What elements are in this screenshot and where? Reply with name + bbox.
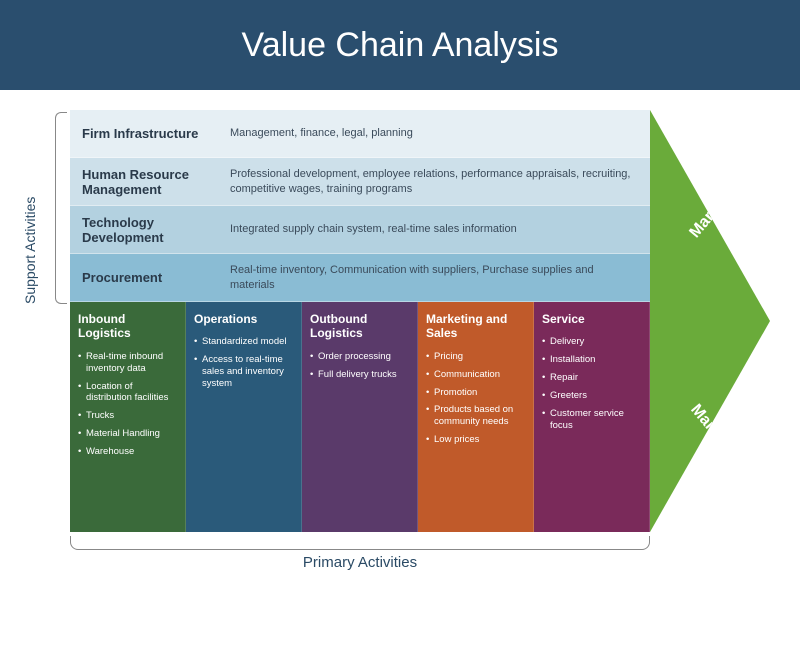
list-item: Warehouse (78, 446, 177, 458)
list-item: Delivery (542, 336, 641, 348)
support-row-label: Technology Development (82, 215, 222, 245)
support-row-3: ProcurementReal-time inventory, Communic… (70, 254, 650, 302)
support-row-label: Procurement (82, 270, 222, 285)
support-row-label: Firm Infrastructure (82, 126, 222, 141)
list-item: Customer service focus (542, 408, 641, 432)
primary-col-title: Marketing and Sales (426, 312, 525, 341)
list-item: Location of distribution facilities (78, 381, 177, 405)
primary-col-2: Outbound Logistics Order processing Full d… (302, 302, 418, 532)
support-activities-label: Support Activities (22, 197, 38, 304)
list-item: Promotion (426, 387, 525, 399)
margin-arrow-bottom: Margin (650, 321, 770, 532)
primary-col-list: Real-time inbound inventory data Location… (78, 351, 177, 458)
list-item: Full delivery trucks (310, 369, 409, 381)
primary-col-list: Pricing Communication Promotion Products ba… (426, 351, 525, 446)
list-item: Low prices (426, 434, 525, 446)
list-item: Standardized model (194, 336, 293, 348)
support-row-desc: Real-time inventory, Communication with … (222, 263, 638, 292)
primary-col-title: Service (542, 312, 641, 326)
margin-label-top: Margin (686, 190, 734, 242)
support-row-desc: Professional development, employee relat… (222, 167, 638, 196)
support-row-desc: Integrated supply chain system, real-tim… (222, 222, 517, 236)
primary-col-list: Delivery Installation Repair Greeters Custom… (542, 336, 641, 431)
list-item: Pricing (426, 351, 525, 363)
margin-label-bottom: Margin (686, 401, 734, 453)
primary-col-0: Inbound Logistics Real-time inbound inven… (70, 302, 186, 532)
margin-arrow-top: Margin (650, 110, 770, 321)
diagram-area: Support Activities Firm InfrastructureMa… (0, 90, 800, 532)
title-header: Value Chain Analysis (0, 0, 800, 90)
list-item: Repair (542, 372, 641, 384)
page-title: Value Chain Analysis (242, 26, 559, 65)
primary-col-4: Service Delivery Installation Repair Greeter… (534, 302, 650, 532)
list-item: Communication (426, 369, 525, 381)
value-chain: Firm InfrastructureManagement, finance, … (70, 110, 750, 532)
primary-bracket (70, 536, 650, 550)
support-bracket (55, 112, 67, 304)
support-row-label: Human Resource Management (82, 167, 222, 197)
list-item: Real-time inbound inventory data (78, 351, 177, 375)
list-item: Greeters (542, 390, 641, 402)
list-item: Material Handling (78, 428, 177, 440)
list-item: Products based on community needs (426, 404, 525, 428)
support-row-0: Firm InfrastructureManagement, finance, … (70, 110, 650, 158)
support-activities: Firm InfrastructureManagement, finance, … (70, 110, 650, 302)
margin-arrow: Margin Margin (650, 110, 770, 532)
list-item: Order processing (310, 351, 409, 363)
primary-col-list: Standardized model Access to real-time sa… (194, 336, 293, 390)
primary-col-list: Order processing Full delivery trucks (310, 351, 409, 381)
primary-col-title: Operations (194, 312, 293, 326)
primary-col-1: Operations Standardized model Access to re… (186, 302, 302, 532)
primary-col-title: Outbound Logistics (310, 312, 409, 341)
support-row-desc: Management, finance, legal, planning (222, 126, 413, 140)
primary-activities: Inbound Logistics Real-time inbound inven… (70, 302, 650, 532)
primary-col-title: Inbound Logistics (78, 312, 177, 341)
support-row-1: Human Resource ManagementProfessional de… (70, 158, 650, 206)
support-row-2: Technology DevelopmentIntegrated supply … (70, 206, 650, 254)
list-item: Trucks (78, 410, 177, 422)
primary-col-3: Marketing and SalesPricingCommunicationP… (418, 302, 534, 532)
list-item: Access to real-time sales and inventory … (194, 354, 293, 390)
list-item: Installation (542, 354, 641, 366)
primary-activities-label: Primary Activities (70, 554, 650, 571)
